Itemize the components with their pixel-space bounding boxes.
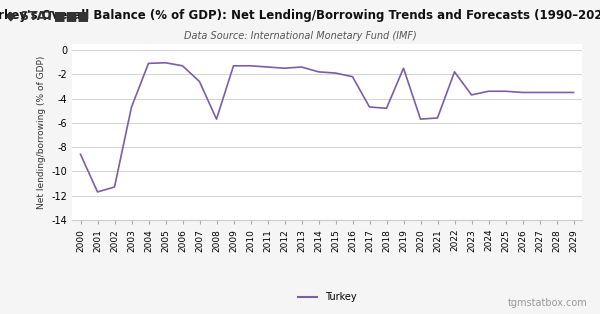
Text: Turkey's Overall Balance (% of GDP): Net Lending/Borrowing Trends and Forecasts : Turkey's Overall Balance (% of GDP): Net… bbox=[0, 9, 600, 22]
Y-axis label: Net lending/borrowing (% of GDP): Net lending/borrowing (% of GDP) bbox=[37, 55, 46, 208]
Text: Data Source: International Monetary Fund (IMF): Data Source: International Monetary Fund… bbox=[184, 31, 416, 41]
Legend: Turkey: Turkey bbox=[293, 289, 361, 306]
Text: tgmstatbox.com: tgmstatbox.com bbox=[508, 298, 588, 308]
Text: ◆ STAT■■■: ◆ STAT■■■ bbox=[6, 9, 89, 22]
